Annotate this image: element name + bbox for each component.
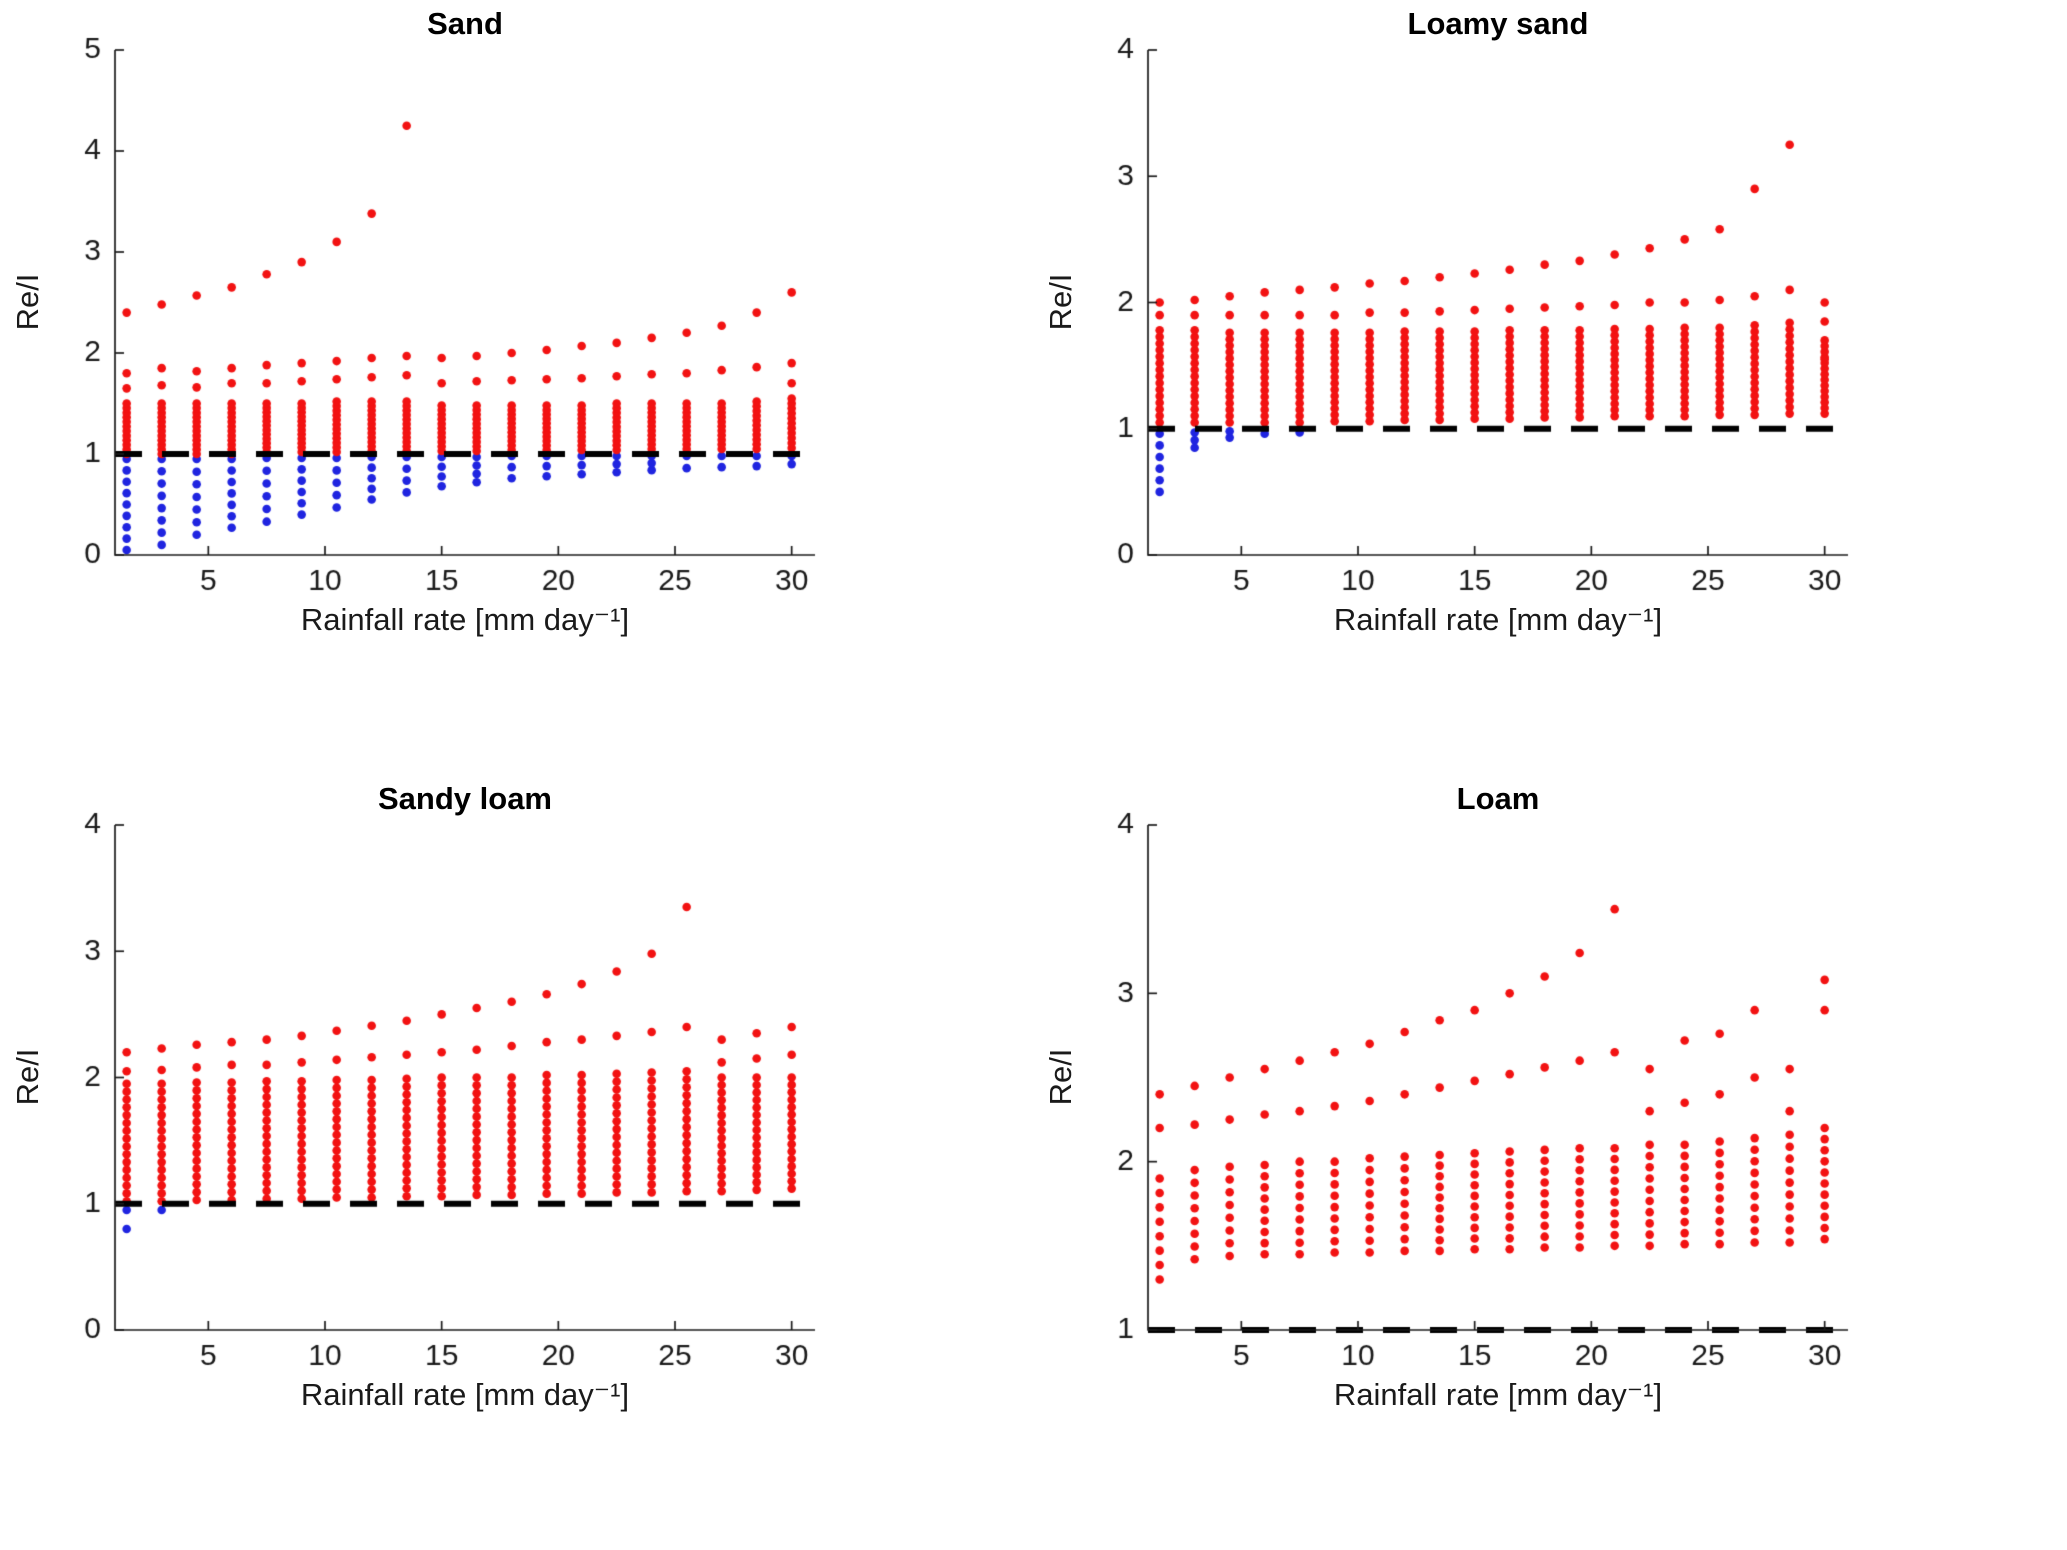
- x-axis-label-sandy-loam: Rainfall rate [mm day⁻¹]: [300, 1377, 630, 1412]
- subplot-loamy-sand: Loamy sand Re/I Rainfall rate [mm day⁻¹]: [1033, 0, 2066, 775]
- subplot-sand: Sand Re/I Rainfall rate [mm day⁻¹]: [0, 0, 1033, 775]
- loam-scatter-canvas: [1033, 775, 2066, 1550]
- plot-title-loam: Loam: [1456, 781, 1540, 816]
- x-axis-label-sand: Rainfall rate [mm day⁻¹]: [300, 602, 630, 637]
- subplot-sandy-loam: Sandy loam Re/I Rainfall rate [mm day⁻¹]: [0, 775, 1033, 1550]
- x-axis-label-loam: Rainfall rate [mm day⁻¹]: [1333, 1377, 1663, 1412]
- y-axis-label-sand: Re/I: [10, 273, 45, 331]
- x-axis-label-loamy-sand: Rainfall rate [mm day⁻¹]: [1333, 602, 1663, 637]
- sandy-loam-scatter-canvas: [0, 775, 1033, 1550]
- y-axis-label-sandy-loam: Re/I: [10, 1048, 45, 1106]
- plot-title-loamy-sand: Loamy sand: [1407, 6, 1589, 41]
- y-axis-label-loamy-sand: Re/I: [1043, 273, 1078, 331]
- y-axis-label-loam: Re/I: [1043, 1048, 1078, 1106]
- plot-title-sandy-loam: Sandy loam: [378, 781, 552, 816]
- plot-title-sand: Sand: [427, 6, 503, 41]
- subplot-loam: Loam Re/I Rainfall rate [mm day⁻¹]: [1033, 775, 2066, 1550]
- loamy-sand-scatter-canvas: [1033, 0, 2066, 775]
- sand-scatter-canvas: [0, 0, 1033, 775]
